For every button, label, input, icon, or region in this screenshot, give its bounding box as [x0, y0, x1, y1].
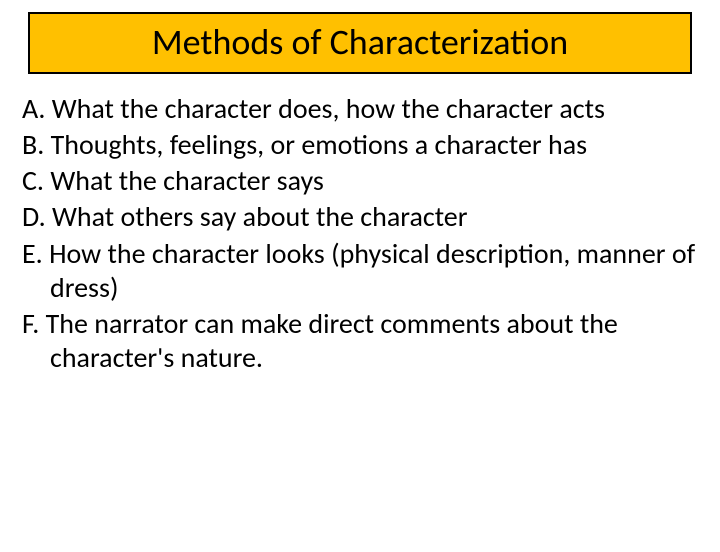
list-item: C. What the character says [22, 164, 698, 198]
list-item: D. What others say about the character [22, 200, 698, 234]
slide-title: Methods of Characterization [30, 20, 690, 64]
list-item: B. Thoughts, feelings, or emotions a cha… [22, 128, 698, 162]
title-bar: Methods of Characterization [28, 12, 692, 74]
list-item: F. The narrator can make direct comments… [22, 307, 698, 375]
content-area: A. What the character does, how the char… [0, 74, 720, 375]
list-item: E. How the character looks (physical des… [22, 237, 698, 305]
list-item: A. What the character does, how the char… [22, 92, 698, 126]
